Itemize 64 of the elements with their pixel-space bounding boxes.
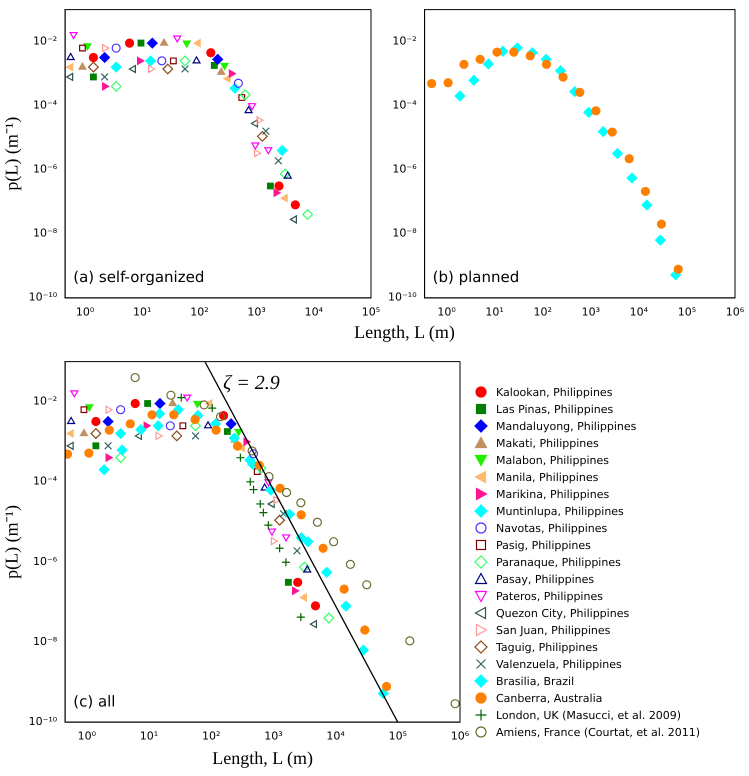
y-tick-label: 10⁻⁴ — [392, 98, 418, 112]
y-tick-label: 10⁻² — [33, 34, 58, 48]
annotation: ζ = 2.9 — [223, 372, 280, 394]
y-tick-label: 10⁻⁸ — [33, 634, 58, 648]
x-tick-label: 10⁵ — [362, 305, 380, 318]
x-tick-label: 10⁰ — [78, 730, 97, 743]
x-axis-title: Length, L (m) — [353, 322, 456, 344]
legend-label: Makati, Philippines — [496, 436, 599, 450]
legend-label: Pasay, Philippines — [496, 572, 594, 586]
x-tick-label: 10² — [202, 730, 220, 743]
x-axis-title: Length, L (m) — [212, 748, 314, 768]
legend-label: Amiens, France (Courtat, et al. 2011) — [496, 726, 700, 738]
y-tick-label: 10⁻¹⁰ — [28, 715, 58, 728]
y-tick-label: 10⁻⁸ — [33, 226, 58, 240]
y-tick-label: 10⁻⁸ — [392, 226, 418, 240]
legend-label: Mandaluyong, Philippines — [496, 420, 636, 432]
x-tick-label: 10⁵ — [678, 305, 696, 318]
x-tick-label: 10¹ — [485, 305, 504, 318]
y-tick-label: 10⁻² — [392, 34, 417, 48]
legend-label: Manila, Philippines — [496, 470, 598, 484]
y-tick-label: 10⁻² — [33, 394, 58, 408]
x-tick-label: 10² — [190, 305, 209, 318]
x-tick-label: 10⁴ — [630, 305, 649, 318]
legend-label: Malabon, Philippines — [496, 454, 609, 466]
x-tick-label: 10⁶ — [450, 730, 470, 743]
legend-label: Canberra, Australia — [496, 692, 602, 704]
y-tick-label: 10⁻⁴ — [33, 474, 58, 488]
legend-label: San Juan, Philippines — [496, 624, 610, 636]
y-tick-label: 10⁻⁴ — [33, 98, 58, 112]
legend-label: Las Pinas, Philippines — [496, 402, 614, 416]
y-axis-title: p(L) (m⁻¹) — [2, 504, 22, 579]
y-axis-title: p(L) (m⁻¹) — [2, 116, 22, 191]
y-tick-label: 10⁻⁶ — [33, 162, 58, 176]
x-tick-label: 10⁴ — [326, 730, 346, 743]
legend-label: Quezon City, Philippines — [496, 606, 630, 620]
x-tick-label: 10¹ — [133, 305, 152, 318]
x-tick-label: 10³ — [582, 305, 600, 318]
legend-label: Navotas, Philippines — [496, 522, 608, 534]
x-tick-label: 10⁶ — [726, 305, 745, 318]
x-tick-label: 10⁴ — [304, 305, 324, 318]
legend-label: Muntinlupa, Philippines — [496, 504, 624, 518]
x-tick-label: 10¹ — [140, 730, 158, 743]
annotation: (c) all — [73, 692, 116, 711]
x-tick-label: 10⁰ — [76, 305, 95, 318]
annotation: (b) planned — [432, 268, 520, 286]
legend-label: Paranaque, Philippines — [496, 556, 621, 568]
legend-label: Valenzuela, Philippines — [496, 658, 622, 670]
legend-label: Taguig, Philippines — [496, 640, 598, 654]
y-tick-label: 10⁻¹⁰ — [28, 290, 58, 304]
y-tick-label: 10⁻⁶ — [33, 554, 58, 568]
legend-label: Pateros, Philippines — [496, 590, 603, 602]
legend-label: Brasilia, Brazil — [496, 674, 574, 688]
x-tick-label: 10² — [533, 305, 552, 318]
legend-label: Kalookan, Philippines — [496, 386, 612, 398]
x-tick-label: 10³ — [264, 730, 283, 743]
y-tick-label: 10⁻¹⁰ — [388, 290, 418, 304]
x-tick-label: 10⁰ — [437, 305, 456, 318]
annotation: (a) self-organized — [73, 268, 204, 286]
legend-label: London, UK (Masucci, et al. 2009) — [496, 708, 682, 722]
x-tick-label: 10⁵ — [388, 730, 408, 743]
x-tick-label: 10³ — [247, 305, 266, 318]
y-tick-label: 10⁻⁶ — [392, 162, 418, 176]
legend-label: Marikina, Philippines — [496, 488, 610, 500]
legend-label: Pasig, Philippines — [496, 538, 591, 552]
